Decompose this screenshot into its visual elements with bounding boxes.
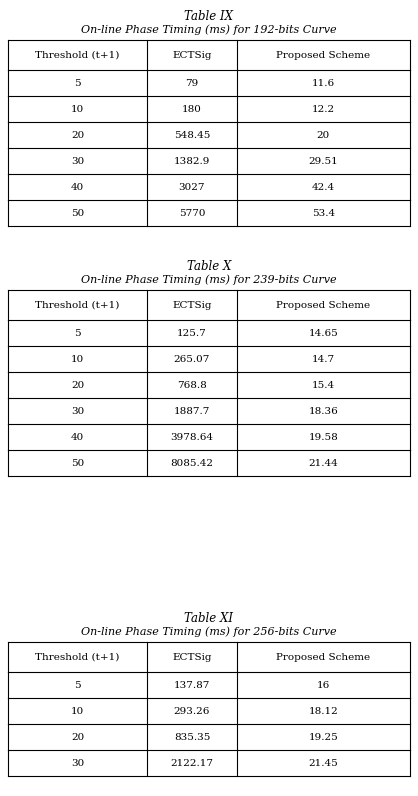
Text: 11.6: 11.6 (312, 79, 335, 88)
Text: 5: 5 (74, 79, 81, 88)
Text: 18.36: 18.36 (308, 407, 338, 416)
Text: ECTSig: ECTSig (172, 653, 212, 661)
Text: 548.45: 548.45 (174, 131, 210, 139)
Text: 835.35: 835.35 (174, 732, 210, 742)
Text: 12.2: 12.2 (312, 104, 335, 114)
Text: 1382.9: 1382.9 (174, 157, 210, 166)
Text: Threshold (t+1): Threshold (t+1) (36, 653, 120, 661)
Text: 40: 40 (71, 182, 84, 192)
Text: 14.7: 14.7 (312, 354, 335, 364)
Text: On-line Phase Timing (ms) for 256-bits Curve: On-line Phase Timing (ms) for 256-bits C… (81, 626, 337, 638)
Text: 20: 20 (71, 131, 84, 139)
Text: 19.25: 19.25 (308, 732, 338, 742)
Text: 30: 30 (71, 407, 84, 416)
Text: Table XI: Table XI (184, 612, 234, 626)
Text: 3978.64: 3978.64 (171, 432, 214, 442)
Text: 19.58: 19.58 (308, 432, 338, 442)
Text: 14.65: 14.65 (308, 329, 338, 338)
Text: 30: 30 (71, 157, 84, 166)
Text: Threshold (t+1): Threshold (t+1) (36, 50, 120, 60)
Text: On-line Phase Timing (ms) for 192-bits Curve: On-line Phase Timing (ms) for 192-bits C… (81, 25, 337, 35)
Text: 1887.7: 1887.7 (174, 407, 210, 416)
Text: 10: 10 (71, 104, 84, 114)
Text: 29.51: 29.51 (308, 157, 338, 166)
Text: 40: 40 (71, 432, 84, 442)
Text: Table IX: Table IX (184, 10, 234, 24)
Text: 5: 5 (74, 329, 81, 338)
Text: 20: 20 (317, 131, 330, 139)
Text: 125.7: 125.7 (177, 329, 207, 338)
Text: 293.26: 293.26 (174, 707, 210, 716)
Text: 16: 16 (317, 681, 330, 689)
Text: 50: 50 (71, 458, 84, 467)
Text: 15.4: 15.4 (312, 380, 335, 389)
Text: 42.4: 42.4 (312, 182, 335, 192)
Text: 79: 79 (185, 79, 199, 88)
Text: 50: 50 (71, 209, 84, 217)
Text: 3027: 3027 (179, 182, 205, 192)
Text: Proposed Scheme: Proposed Scheme (276, 653, 370, 661)
Text: 18.12: 18.12 (308, 707, 338, 716)
Text: 768.8: 768.8 (177, 380, 207, 389)
Text: 8085.42: 8085.42 (171, 458, 214, 467)
Text: ECTSig: ECTSig (172, 50, 212, 60)
Text: 53.4: 53.4 (312, 209, 335, 217)
Text: ECTSig: ECTSig (172, 301, 212, 310)
Text: Proposed Scheme: Proposed Scheme (276, 50, 370, 60)
Text: 20: 20 (71, 732, 84, 742)
Text: 10: 10 (71, 707, 84, 716)
Text: 137.87: 137.87 (174, 681, 210, 689)
Text: 5770: 5770 (179, 209, 205, 217)
Text: 21.44: 21.44 (308, 458, 338, 467)
Text: 5: 5 (74, 681, 81, 689)
Text: 30: 30 (71, 759, 84, 767)
Text: 2122.17: 2122.17 (171, 759, 214, 767)
Text: Threshold (t+1): Threshold (t+1) (36, 301, 120, 310)
Text: On-line Phase Timing (ms) for 239-bits Curve: On-line Phase Timing (ms) for 239-bits C… (81, 275, 337, 285)
Text: Proposed Scheme: Proposed Scheme (276, 301, 370, 310)
Text: 21.45: 21.45 (308, 759, 338, 767)
Text: 265.07: 265.07 (174, 354, 210, 364)
Text: 180: 180 (182, 104, 202, 114)
Text: 10: 10 (71, 354, 84, 364)
Text: Table X: Table X (187, 260, 231, 274)
Text: 20: 20 (71, 380, 84, 389)
